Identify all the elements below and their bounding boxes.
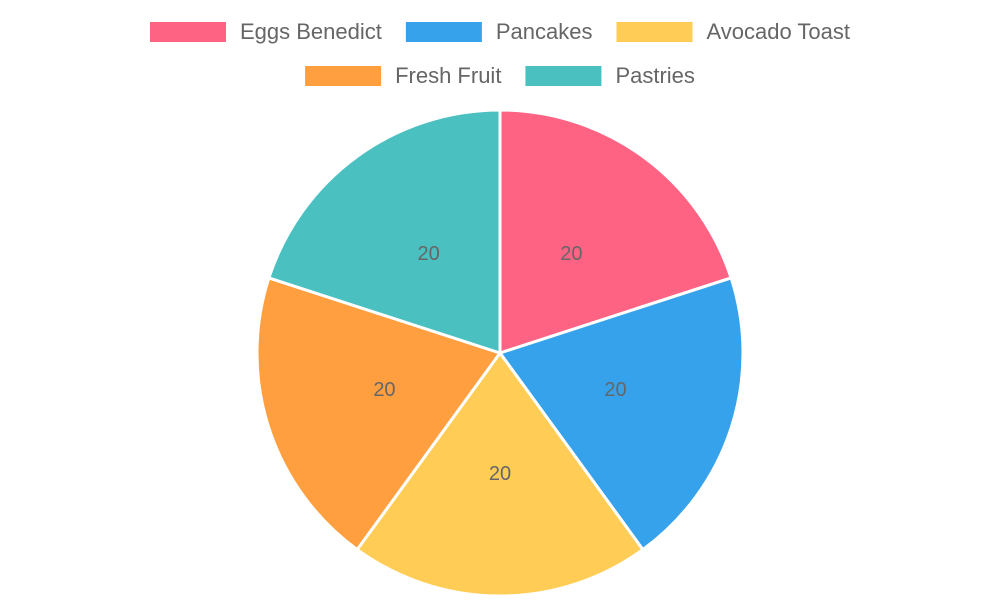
pie-slice [355, 350, 645, 598]
pie-slice [267, 108, 502, 356]
pie-slice [255, 276, 503, 552]
legend-item: Pancakes [405, 19, 593, 44]
legend-swatch [525, 66, 602, 86]
legend-swatch [149, 22, 226, 42]
legend-swatch [305, 66, 382, 86]
legend-item: Pastries [525, 63, 695, 88]
legend-item: Eggs Benedict [149, 19, 382, 44]
legend-label: Fresh Fruit [395, 63, 501, 88]
data-label: 20 [604, 379, 626, 401]
data-label: 20 [489, 463, 511, 485]
pie-slice [497, 276, 745, 552]
legend-label: Avocado Toast [706, 19, 850, 44]
legend-item: Avocado Toast [616, 19, 850, 44]
legend-swatch [616, 22, 693, 42]
legend-label: Pancakes [496, 19, 593, 44]
legend-label: Eggs Benedict [240, 19, 382, 44]
legend-label: Pastries [615, 63, 694, 88]
legend-item: Fresh Fruit [305, 63, 501, 88]
data-label: 20 [417, 243, 439, 265]
legend-swatch [405, 22, 482, 42]
data-label: 20 [373, 379, 395, 401]
pie-slice [498, 108, 733, 356]
data-label: 20 [560, 243, 582, 265]
